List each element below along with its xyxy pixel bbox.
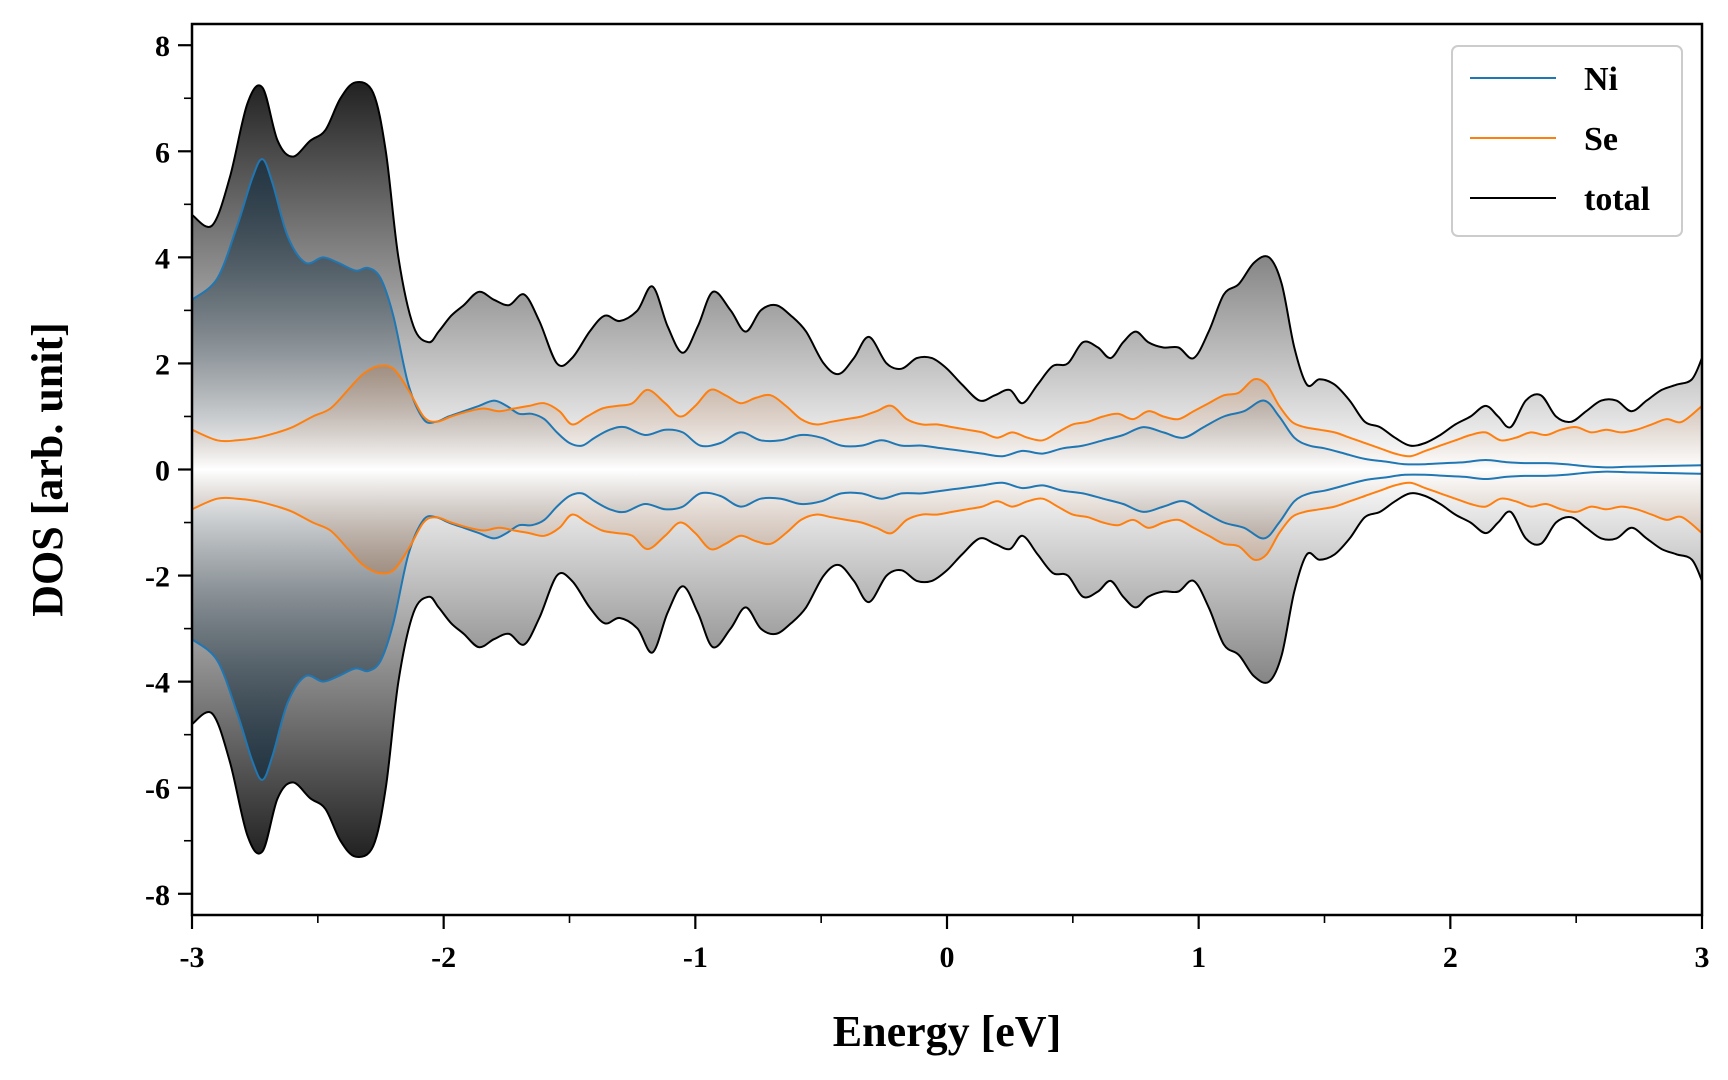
y-tick-label: 6	[155, 136, 170, 169]
line-ni-upper	[191, 158, 1703, 469]
x-tick-label: -3	[180, 941, 205, 974]
y-axis-label: DOS [arb. unit]	[23, 322, 72, 617]
legend: Ni Se total	[1451, 45, 1683, 237]
y-tick-label: -6	[145, 773, 170, 806]
line-layer	[191, 81, 1703, 858]
legend-label-se: Se	[1584, 121, 1618, 158]
fill-layer	[192, 82, 1702, 858]
x-tick-label: 3	[1695, 941, 1710, 974]
line-ni-lower	[191, 470, 1703, 781]
area-se	[192, 365, 1702, 574]
line-se-lower	[191, 481, 1703, 575]
x-tick-label: -1	[683, 941, 708, 974]
line-total-lower	[191, 492, 1703, 858]
tick-layer: -3 -2 -1 0 1 2 3 -8 -6 -4 -2 0 2 4 6 8	[145, 30, 1710, 974]
y-tick-label: -2	[145, 561, 170, 594]
x-tick-label: 0	[940, 941, 955, 974]
x-tick-label: 1	[1191, 941, 1206, 974]
legend-label-total: total	[1584, 181, 1650, 218]
x-tick-label: 2	[1443, 941, 1458, 974]
line-total-upper	[191, 81, 1703, 447]
y-tick-label: 2	[155, 348, 170, 381]
x-axis-label: Energy [eV]	[833, 1007, 1062, 1056]
y-tick-label: -4	[145, 667, 170, 700]
line-se-upper	[191, 364, 1703, 458]
x-tick-label: -2	[431, 941, 456, 974]
y-tick-label: 8	[155, 30, 170, 63]
y-tick-label: -8	[145, 879, 170, 912]
legend-box	[1451, 45, 1683, 237]
y-tick-label: 4	[155, 242, 170, 275]
legend-label-ni: Ni	[1584, 61, 1618, 98]
y-tick-label: 0	[155, 455, 170, 488]
